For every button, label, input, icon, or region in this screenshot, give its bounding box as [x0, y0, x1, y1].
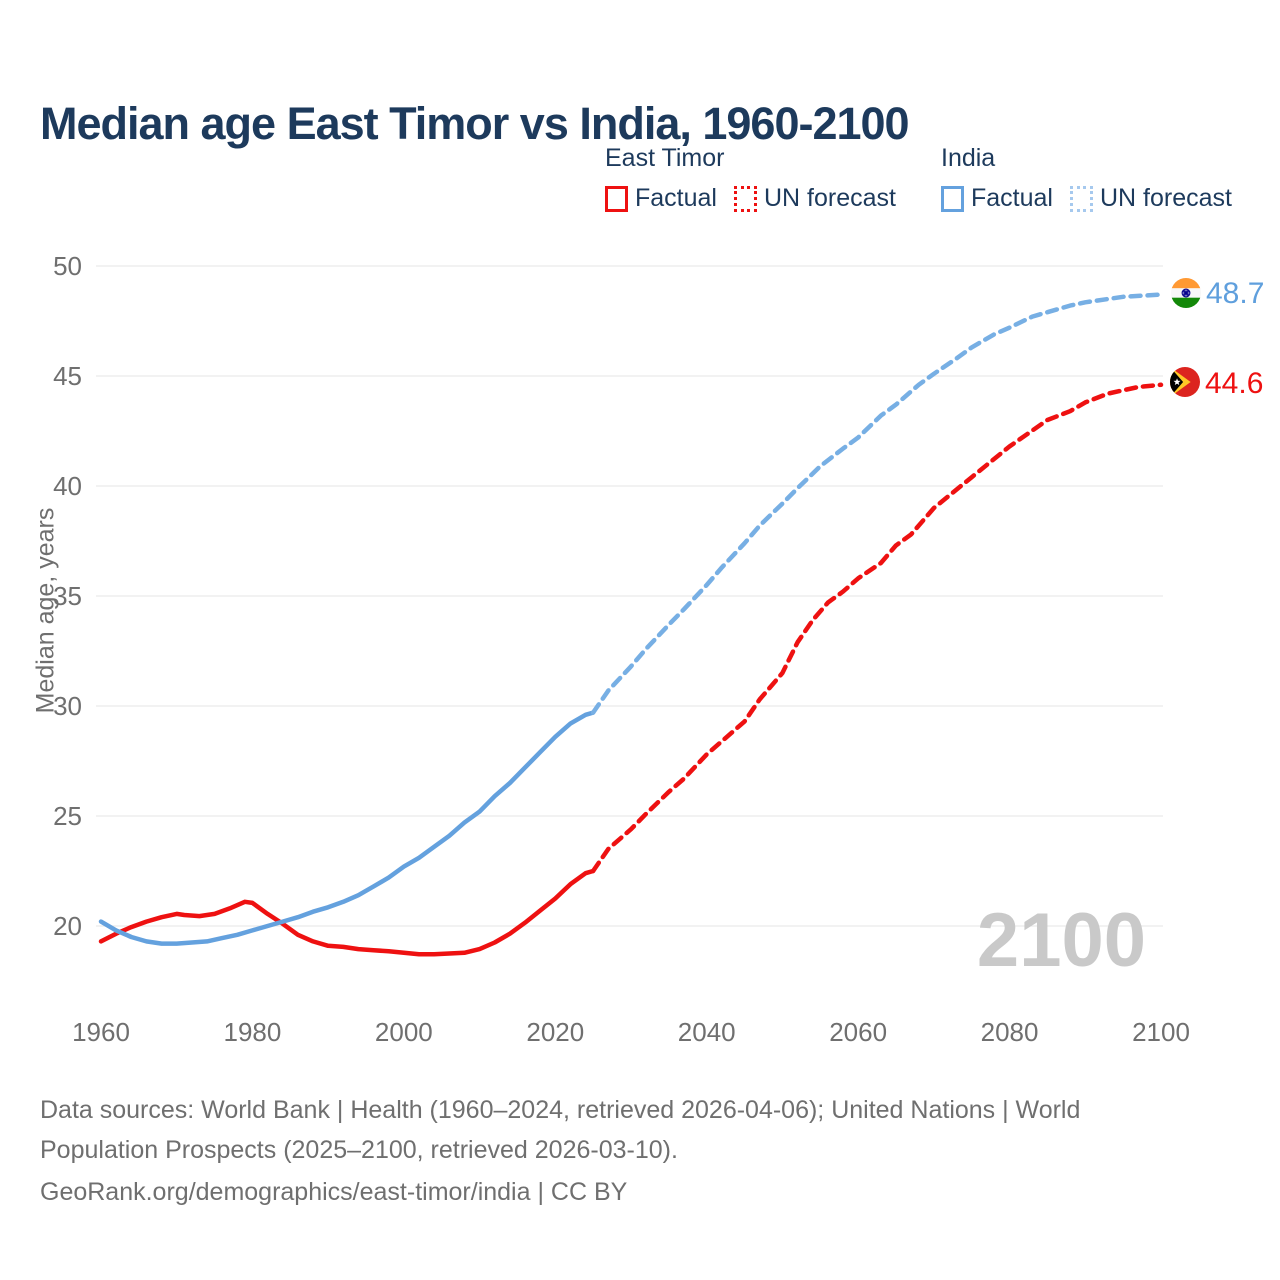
legend-group-east-timor: East Timor Factual UN forecast: [605, 144, 896, 213]
legend-label: UN forecast: [1099, 184, 1232, 212]
legend-label: UN forecast: [763, 184, 896, 212]
attribution-line: GeoRank.org/demographics/east-timor/indi…: [40, 1178, 628, 1206]
footer: Data sources: World Bank | Health (1960–…: [40, 1090, 1080, 1212]
x-tick-label: 2020: [526, 1017, 584, 1047]
median-age-line-chart: 20 25 30 35 40 45 50 1960 1980 2000 2020 2040 2060 20…: [53, 251, 1190, 1047]
legend-label: Factual: [971, 184, 1053, 212]
x-tick-label: 2080: [981, 1017, 1039, 1047]
y-tick-label: 25: [53, 801, 82, 831]
x-tick-label: 2000: [375, 1017, 433, 1047]
india-flag-icon: [1171, 278, 1201, 308]
y-tick-label: 35: [53, 581, 82, 611]
x-tick-label: 1980: [224, 1017, 282, 1047]
east-timor-forecast-swatch-icon: [733, 185, 757, 212]
legend-item-india-forecast: UN forecast: [1069, 184, 1232, 213]
legend-item-east-timor-forecast: UN forecast: [733, 184, 896, 213]
x-tick-label: 2100: [1132, 1017, 1190, 1047]
east-timor-end-value-label: 44.6: [1205, 367, 1264, 400]
data-sources-line-2: Population Prospects (2025–2100, retriev…: [40, 1136, 678, 1164]
page-title: Median age East Timor vs India, 1960-210…: [40, 98, 910, 150]
y-tick-label: 20: [53, 911, 82, 941]
y-axis-title: Median age, years: [31, 507, 60, 714]
india-forecast-line: [590, 292, 1164, 715]
india-end-value-label: 48.7: [1206, 277, 1265, 310]
y-tick-label: 50: [53, 251, 82, 281]
legend-label: Factual: [635, 184, 717, 212]
data-sources-line-1: Data sources: World Bank | Health (1960–…: [40, 1096, 1081, 1124]
india-factual-swatch-icon: [941, 185, 964, 212]
x-tick-label: 2060: [829, 1017, 887, 1047]
y-tick-label: 40: [53, 471, 82, 501]
legend-item-india-factual: Factual: [941, 184, 1053, 213]
east-timor-factual-line: [98, 868, 596, 957]
east-timor-factual-swatch-icon: [605, 185, 628, 212]
legend-group-india: India Factual UN forecast: [941, 144, 1232, 213]
y-tick-label: 45: [53, 361, 82, 391]
legend-item-east-timor-factual: Factual: [605, 184, 717, 213]
legend-header-east-timor: East Timor: [605, 144, 725, 172]
x-tick-label: 1960: [72, 1017, 130, 1047]
x-tick-label: 2040: [678, 1017, 736, 1047]
legend-header-india: India: [941, 144, 996, 172]
east-timor-forecast-line: [590, 382, 1164, 874]
east-timor-flag-icon: [1170, 367, 1200, 397]
india-forecast-swatch-icon: [1069, 185, 1093, 212]
watermark-year: 2100: [977, 898, 1146, 983]
y-tick-label: 30: [53, 691, 82, 721]
india-factual-line: [98, 710, 596, 946]
